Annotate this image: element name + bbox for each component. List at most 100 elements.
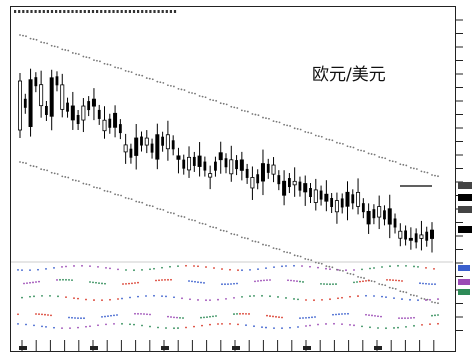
indicator-dot xyxy=(249,268,251,271)
indicator-dot xyxy=(434,314,436,317)
indicator-dot xyxy=(169,265,171,268)
indicator-dot xyxy=(62,278,64,281)
band-lower-dot xyxy=(360,276,362,279)
indicator-dot xyxy=(85,298,87,301)
toolbar-glyph xyxy=(55,10,58,13)
band-upper-dot xyxy=(310,132,313,135)
indicator-dot xyxy=(177,265,179,267)
indicator-dot xyxy=(101,299,103,302)
candle-body xyxy=(192,156,196,166)
band-upper-dot xyxy=(103,62,106,65)
indicator-dot xyxy=(128,282,130,285)
indicator-dot xyxy=(257,280,259,282)
indicator-dot xyxy=(362,280,364,283)
candle-body xyxy=(425,231,429,241)
band-upper-dot xyxy=(106,63,109,66)
price-chart-frame[interactable] xyxy=(10,6,456,352)
indicator-dot xyxy=(393,297,395,299)
indicator-dot xyxy=(302,317,304,319)
indicator-dot xyxy=(89,265,91,268)
indicator-dot xyxy=(133,323,135,326)
indicator-dot xyxy=(113,322,115,325)
indicator-dot xyxy=(338,313,340,316)
band-lower-dot xyxy=(209,225,212,228)
candle-body xyxy=(429,229,434,239)
candle-body xyxy=(66,102,69,112)
toolbar-glyph xyxy=(108,10,111,13)
toolbar-glyph xyxy=(38,10,41,13)
price-label-box xyxy=(458,226,472,233)
indicator-dot xyxy=(381,295,383,298)
candle-body xyxy=(356,191,361,207)
band-lower-dot xyxy=(254,240,257,243)
indicator-dot xyxy=(405,265,407,267)
candle-body xyxy=(245,168,249,178)
band-lower-dot xyxy=(85,183,88,186)
indicator-dot xyxy=(407,317,409,320)
candle-body xyxy=(404,230,407,240)
indicator-dot xyxy=(203,282,205,284)
band-upper-dot xyxy=(272,120,275,123)
band-lower-dot xyxy=(50,171,53,174)
band-lower-dot xyxy=(151,205,154,208)
band-upper-dot xyxy=(194,92,196,95)
toolbar-glyph xyxy=(141,10,144,13)
candle-body xyxy=(303,183,308,193)
indicator-dot xyxy=(341,313,343,315)
indicator-dot xyxy=(265,326,267,329)
toolbar-glyph xyxy=(75,10,78,13)
candle-body xyxy=(140,136,143,146)
indicator-dot xyxy=(425,282,427,285)
indicator-dot xyxy=(273,327,275,329)
band-upper-dot xyxy=(96,59,98,62)
band-lower-dot xyxy=(342,269,344,272)
candle-body xyxy=(91,98,96,107)
candle-body xyxy=(419,234,424,239)
band-upper-dot xyxy=(431,174,433,176)
indicator-dot xyxy=(305,316,307,319)
band-upper-dot xyxy=(423,171,426,173)
indicator-dot xyxy=(49,294,51,297)
band-upper-dot xyxy=(124,69,127,72)
band-upper-dot xyxy=(265,117,267,120)
band-lower-dot xyxy=(177,214,180,217)
candle-body xyxy=(330,197,334,207)
indicator-dot xyxy=(398,279,400,282)
band-upper-dot xyxy=(325,138,328,141)
indicator-dot xyxy=(209,315,211,318)
band-lower-dot xyxy=(130,198,133,200)
candle-body xyxy=(28,79,33,127)
candle-body xyxy=(197,155,202,167)
indicator-dot xyxy=(134,282,136,284)
indicator-dot xyxy=(325,267,327,270)
indicator-dot xyxy=(337,268,339,271)
band-upper-dot xyxy=(67,49,70,52)
band-upper-dot xyxy=(151,78,154,81)
indicator-dot xyxy=(225,297,227,300)
band-lower-dot xyxy=(352,273,355,276)
candle-body xyxy=(161,136,165,146)
indicator-dot xyxy=(265,267,267,270)
band-lower-dot xyxy=(384,284,387,287)
indicator-dot xyxy=(285,297,287,299)
candle-body xyxy=(277,175,281,185)
indicator-dot xyxy=(185,326,187,329)
band-upper-dot xyxy=(415,168,418,170)
indicator-dot xyxy=(401,280,403,282)
indicator-dot xyxy=(173,296,175,299)
indicator-dot xyxy=(129,323,131,326)
band-lower-dot xyxy=(127,197,130,200)
indicator-dot xyxy=(309,324,311,327)
band-lower-dot xyxy=(388,286,391,289)
band-upper-dot xyxy=(331,139,334,142)
band-lower-dot xyxy=(71,179,74,181)
indicator-dot xyxy=(44,313,46,316)
indicator-dot xyxy=(253,325,255,328)
toolbar-glyph xyxy=(71,10,74,13)
band-lower-dot xyxy=(381,283,384,286)
candle-body xyxy=(229,159,234,175)
indicator-dot xyxy=(97,266,99,268)
band-upper-dot xyxy=(399,163,402,166)
band-upper-dot xyxy=(299,128,302,131)
